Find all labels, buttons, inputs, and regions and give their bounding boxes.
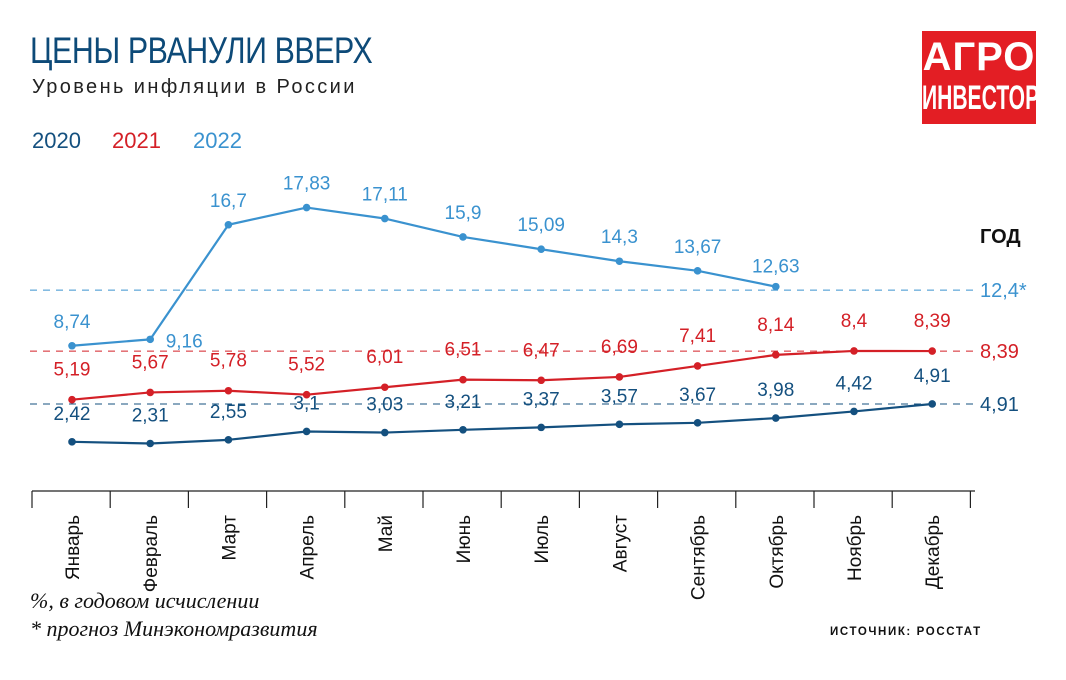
data-label-2021: 8,14 [757, 315, 794, 336]
data-label-2020: 3,98 [757, 380, 794, 401]
annual-header: ГОД [980, 226, 1021, 248]
data-point-2020 [302, 427, 311, 436]
data-point-2020 [224, 436, 233, 444]
data-label-2020: 4,42 [836, 373, 873, 394]
x-tick-label: Июль [532, 515, 553, 564]
data-label-2021: 6,01 [366, 347, 403, 368]
data-point-2022 [459, 233, 467, 241]
data-point-2022 [615, 257, 624, 266]
x-tick-label: Сентябрь [689, 515, 710, 600]
data-point-2020 [615, 420, 624, 429]
data-label-2020: 3,67 [679, 385, 716, 406]
data-point-2021 [459, 375, 467, 384]
data-label-2020: 2,42 [54, 404, 91, 425]
data-point-2021 [381, 383, 389, 392]
data-point-2022 [537, 245, 545, 254]
logo-text-agro: АГРО [922, 35, 1036, 79]
annual-value-label: 12,4* [980, 280, 1027, 302]
data-point-2020 [146, 439, 154, 448]
x-tick-label: Октябрь [767, 515, 788, 589]
data-label-2021: 5,78 [210, 351, 247, 372]
data-label-2022: 15,09 [517, 215, 565, 236]
annual-value-label: 8,39 [980, 341, 1019, 363]
data-label-2020: 3,03 [366, 395, 403, 416]
annual-value-label: 4,91 [980, 394, 1019, 416]
data-point-2022 [693, 267, 702, 275]
agroinvestor-logo: АГРО ИНВЕСТОР [921, 31, 1040, 124]
source-note: ИСТОЧНИК: РОССТАТ [830, 626, 982, 638]
legend-2022: 2022 [193, 128, 242, 153]
data-label-2020: 4,91 [914, 366, 951, 387]
unit-note: %, в годовом исчислении [30, 588, 260, 613]
data-label-2022: 9,16 [166, 331, 203, 352]
data-label-2020: 2,31 [132, 405, 169, 426]
legend-2021: 2021 [112, 128, 161, 153]
data-point-2020 [850, 407, 858, 416]
data-point-2021 [615, 373, 624, 381]
x-tick-label: Март [219, 515, 240, 561]
data-label-2021: 6,51 [445, 340, 482, 361]
data-label-2021: 5,19 [54, 360, 91, 381]
x-tick-label: Май [376, 515, 397, 552]
data-point-2021 [224, 386, 233, 395]
series-line-2021 [71, 349, 933, 401]
data-label-2022: 17,83 [283, 174, 331, 195]
data-point-2021 [68, 395, 76, 404]
forecast-note: * прогноз Минэкономразвития [30, 616, 318, 641]
data-label-2022: 12,63 [752, 257, 800, 278]
series-line-2022 [71, 206, 777, 347]
data-label-2021: 7,41 [679, 326, 716, 347]
data-label-2020: 3,57 [601, 386, 638, 407]
data-point-2022 [381, 214, 389, 223]
data-label-2020: 3,1 [293, 393, 319, 414]
x-tick-label: Апрель [298, 515, 319, 580]
legend-2020: 2020 [32, 128, 81, 153]
x-tick-label: Июнь [454, 515, 475, 563]
data-label-2021: 8,4 [841, 311, 868, 332]
chart-subtitle: Уровень инфляции в России [32, 76, 357, 98]
data-point-2022 [146, 335, 154, 344]
data-point-2022 [224, 220, 233, 229]
data-point-2021 [850, 347, 858, 355]
data-point-2020 [693, 419, 702, 427]
data-point-2022 [772, 282, 780, 291]
data-label-2021: 5,67 [132, 352, 169, 373]
data-point-2020 [68, 438, 76, 446]
data-label-2022: 14,3 [601, 227, 638, 248]
logo-text-investor: ИНВЕСТОР [921, 79, 1040, 117]
series-line-2020 [71, 402, 933, 445]
data-label-2020: 3,21 [445, 392, 482, 413]
data-label-2021: 6,69 [601, 337, 638, 358]
x-tick-label: Август [610, 515, 631, 572]
data-point-2021 [772, 351, 780, 359]
data-label-2022: 13,67 [674, 237, 722, 258]
data-point-2021 [537, 376, 545, 385]
data-point-2021 [693, 362, 702, 370]
data-point-2022 [68, 341, 76, 350]
data-label-2022: 16,7 [210, 191, 247, 212]
data-point-2021 [302, 390, 311, 399]
data-label-2022: 17,11 [362, 185, 408, 206]
data-label-2021: 5,52 [288, 355, 325, 376]
x-tick-label: Февраль [141, 515, 162, 592]
data-point-2020 [459, 426, 467, 434]
data-point-2020 [772, 414, 780, 422]
data-point-2022 [302, 203, 311, 212]
chart-title: ЦЕНЫ РВАНУЛИ ВВЕРХ [30, 30, 373, 71]
data-label-2022: 8,74 [54, 312, 91, 333]
x-tick-label: Ноябрь [845, 515, 866, 581]
data-point-2020 [537, 423, 545, 432]
data-label-2021: 6,47 [523, 340, 560, 361]
data-label-2020: 2,55 [210, 402, 247, 423]
data-point-2020 [381, 428, 389, 437]
x-tick-label: Январь [63, 515, 84, 580]
data-label-2021: 8,39 [914, 311, 951, 332]
data-point-2021 [146, 388, 154, 397]
x-tick-label: Декабрь [923, 515, 944, 589]
data-label-2022: 15,9 [445, 203, 482, 224]
data-point-2020 [928, 400, 936, 408]
data-label-2020: 3,37 [523, 389, 560, 410]
data-point-2021 [928, 347, 936, 355]
